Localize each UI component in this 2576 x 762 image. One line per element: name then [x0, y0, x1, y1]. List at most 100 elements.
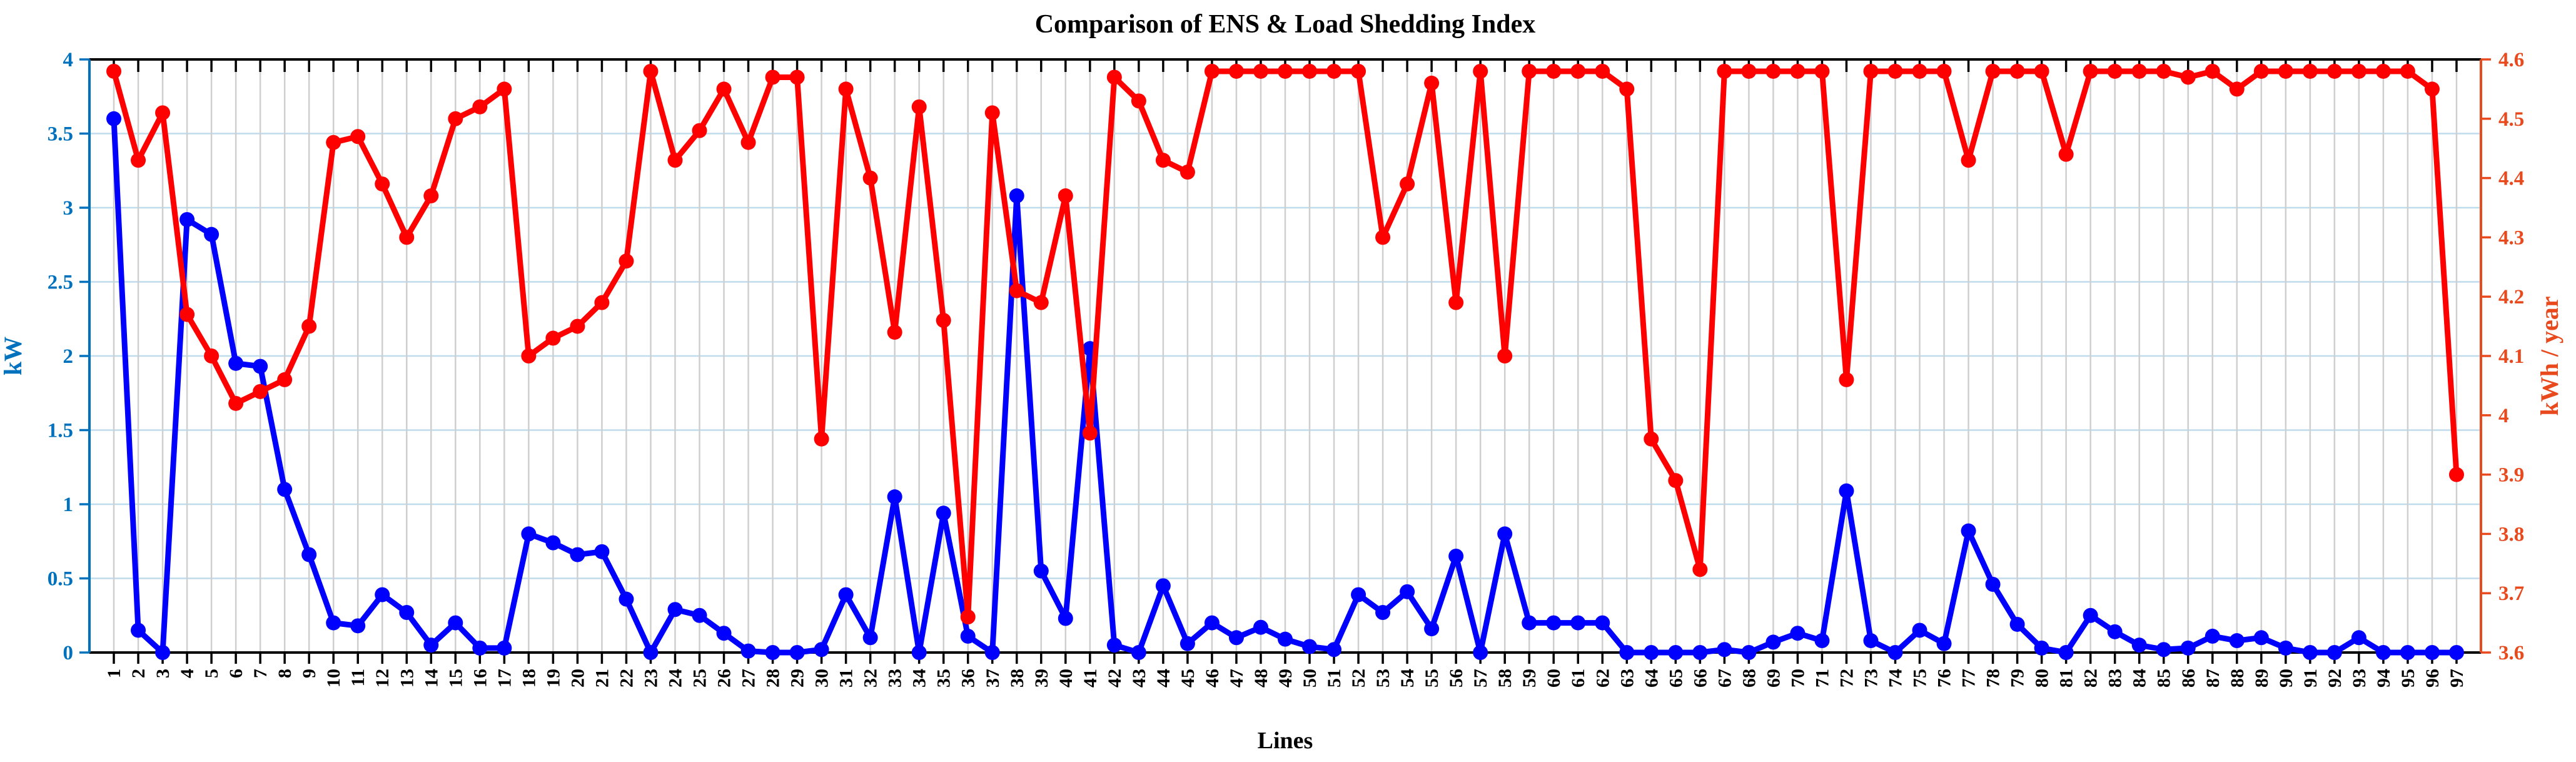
ens-series-marker — [643, 645, 659, 660]
right-y-ticklabel: 4.4 — [2498, 168, 2524, 190]
ens-series-marker — [2083, 607, 2098, 623]
x-ticklabel: 45 — [1178, 669, 1198, 688]
ens-series-marker — [1497, 526, 1513, 542]
ens-series-marker — [1058, 611, 1073, 626]
ens-series-marker — [1009, 188, 1024, 204]
load-shedding-series-marker — [2034, 63, 2049, 79]
load-shedding-series-marker — [984, 105, 1000, 121]
left-y-ticklabel: 0 — [63, 642, 74, 664]
ens-series-marker — [1546, 615, 1562, 631]
x-ticklabel: 17 — [494, 669, 515, 688]
x-ticklabel: 96 — [2422, 669, 2443, 688]
x-ticklabel: 13 — [397, 669, 417, 688]
load-shedding-series-marker — [1644, 431, 1659, 447]
x-ticklabel: 41 — [1080, 669, 1101, 688]
load-shedding-series-marker — [1058, 188, 1073, 204]
x-ticklabel: 86 — [2178, 669, 2199, 688]
load-shedding-series-marker — [1619, 81, 1635, 97]
ens-series-marker — [740, 643, 756, 659]
x-ticklabel: 25 — [690, 669, 710, 688]
load-shedding-series-marker — [814, 431, 829, 447]
ens-series-marker — [1278, 631, 1293, 647]
ens-series-marker — [545, 535, 561, 551]
x-ticklabel: 68 — [1739, 669, 1759, 688]
right-y-ticklabel: 3.7 — [2498, 582, 2524, 605]
x-ticklabel: 40 — [1056, 669, 1076, 688]
ens-series-marker — [765, 645, 780, 660]
ens-series-marker — [2326, 645, 2342, 660]
left-y-ticklabel: 0.5 — [48, 568, 73, 591]
load-shedding-series-marker — [106, 63, 122, 79]
ens-series-marker — [1131, 645, 1146, 660]
load-shedding-series-marker — [765, 69, 780, 85]
x-ticklabel: 19 — [543, 669, 563, 688]
load-shedding-series-marker — [1936, 63, 1952, 79]
load-shedding-series-marker — [960, 609, 976, 625]
load-shedding-series-marker — [1497, 348, 1513, 363]
load-shedding-series-marker — [2400, 63, 2415, 79]
x-ticklabel: 84 — [2129, 669, 2150, 688]
ens-series-marker — [1473, 645, 1488, 660]
ens-series-marker — [228, 355, 244, 371]
ens-series-marker — [2131, 638, 2147, 653]
load-shedding-series-marker — [253, 384, 268, 399]
x-ticklabel: 12 — [372, 669, 393, 688]
load-shedding-series-marker — [2326, 63, 2342, 79]
ens-series-marker — [2009, 616, 2025, 632]
ens-series-marker — [984, 645, 1000, 660]
ens-series-marker — [1448, 548, 1464, 564]
x-ticklabel: 46 — [1202, 669, 1223, 688]
ens-series-marker — [1619, 645, 1635, 660]
load-shedding-series-marker — [1131, 93, 1146, 109]
load-shedding-series — [106, 63, 2464, 625]
ens-series-marker — [106, 111, 122, 126]
x-ticklabel: 10 — [323, 669, 344, 688]
left-y-ticklabel: 2.5 — [48, 272, 73, 294]
load-shedding-series-marker — [1375, 230, 1391, 245]
load-shedding-series-marker — [1790, 63, 1806, 79]
x-ticklabel: 83 — [2105, 669, 2126, 688]
ens-series-marker — [716, 626, 732, 641]
load-shedding-series-marker — [131, 153, 146, 168]
ens-series-marker — [2034, 640, 2049, 656]
x-ticklabel: 34 — [909, 669, 930, 688]
ens-series-marker — [277, 482, 293, 497]
left-y-ticklabels: 0 0.5 1 1.5 2 2.5 3 3.5 4 — [48, 49, 73, 664]
x-ticklabel: 75 — [1910, 669, 1931, 688]
x-ticklabel: 22 — [616, 669, 637, 688]
load-shedding-series-marker — [838, 81, 854, 97]
ens-series-marker — [887, 489, 902, 505]
load-shedding-series-marker — [1473, 63, 1488, 79]
ens-series-marker — [862, 630, 878, 646]
load-shedding-series-marker — [2351, 63, 2366, 79]
x-ticklabel: 72 — [1836, 669, 1857, 688]
ens-series-marker — [619, 591, 634, 607]
load-shedding-series-marker — [2302, 63, 2318, 79]
ens-series-marker — [814, 642, 829, 658]
ens-series-marker — [1228, 630, 1244, 646]
x-ticklabel: 77 — [1959, 669, 1979, 688]
x-ticklabel: 80 — [2032, 669, 2053, 688]
x-ticklabel: 15 — [445, 669, 466, 688]
load-shedding-series-marker — [1253, 63, 1268, 79]
x-ticklabel: 32 — [861, 669, 881, 688]
ens-series-marker — [497, 640, 512, 656]
ens-series-marker — [2351, 630, 2366, 646]
x-ticklabel: 18 — [518, 669, 539, 688]
x-ticklabel: 61 — [1568, 669, 1589, 688]
x-ticklabel: 21 — [592, 669, 612, 688]
load-shedding-series-marker — [497, 81, 512, 97]
x-ticklabel: 42 — [1104, 669, 1125, 688]
load-shedding-series-marker — [2205, 63, 2220, 79]
load-shedding-series-marker — [2107, 63, 2123, 79]
load-shedding-series-marker — [2375, 63, 2391, 79]
ens-series-marker — [1717, 642, 1732, 658]
left-y-ticklabel: 1.5 — [48, 420, 73, 442]
load-shedding-series-marker — [1887, 63, 1903, 79]
load-shedding-series-marker — [1985, 63, 2001, 79]
x-axis-label: Lines — [1258, 728, 1313, 754]
x-ticklabel: 56 — [1446, 669, 1467, 688]
ens-series-marker — [521, 526, 537, 542]
x-ticklabels: 1 2 3 4 5 6 7 8 9 10 11 12 13 14 15 16 17 18 19 20 21 22 23 24 2… — [104, 669, 2467, 688]
right-y-ticklabel: 3.8 — [2498, 523, 2524, 546]
